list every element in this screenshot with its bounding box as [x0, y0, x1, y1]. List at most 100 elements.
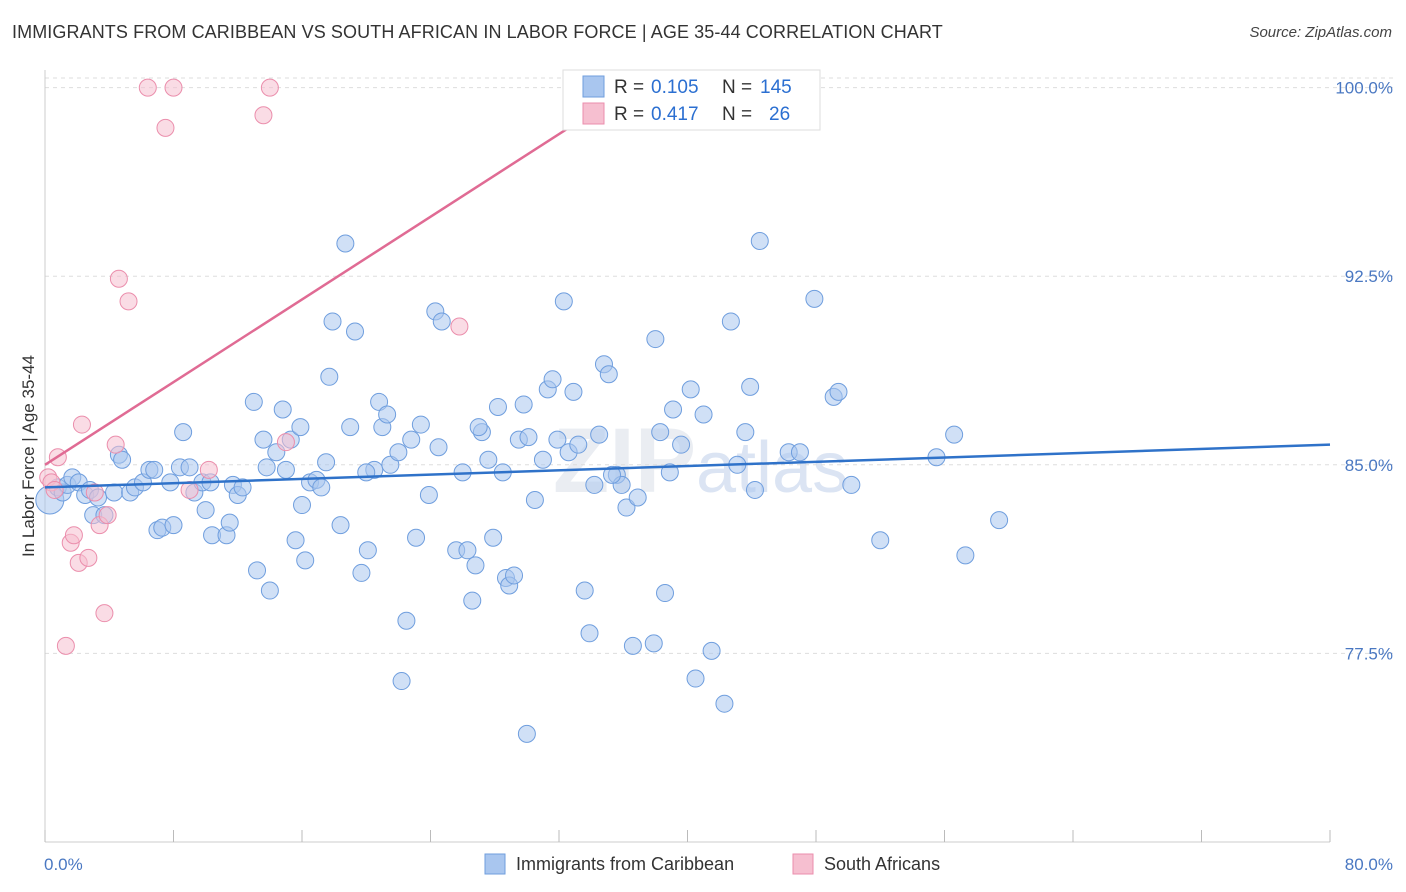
- south-african-point: [138, 78, 157, 97]
- legend-r-label-2: R =: [614, 104, 644, 125]
- caribbean-point: [590, 425, 609, 444]
- caribbean-point: [257, 458, 276, 477]
- caribbean-point: [164, 516, 183, 535]
- caribbean-point: [180, 458, 199, 477]
- caribbean-point: [646, 330, 665, 349]
- bottom-legend-swatch-south-african: [792, 853, 814, 875]
- chart-title: IMMIGRANTS FROM CARIBBEAN VS SOUTH AFRIC…: [12, 22, 943, 42]
- y-axis-label: In Labor Force | Age 35-44: [19, 355, 38, 557]
- legend-n-value-2: 26: [769, 104, 790, 125]
- south-african-point: [260, 78, 279, 97]
- caribbean-point: [233, 478, 252, 497]
- south-african-point: [109, 269, 128, 288]
- caribbean-point: [248, 561, 267, 580]
- south-african-point: [64, 526, 83, 545]
- caribbean-point: [488, 397, 507, 416]
- caribbean-point: [113, 450, 132, 469]
- caribbean-point: [790, 443, 809, 462]
- caribbean-point: [956, 546, 975, 565]
- caribbean-point: [580, 624, 599, 643]
- caribbean-point: [842, 475, 861, 494]
- caribbean-point: [429, 438, 448, 457]
- caribbean-point: [871, 531, 890, 550]
- caribbean-point: [651, 423, 670, 442]
- caribbean-point: [479, 450, 498, 469]
- legend-n-value-1: 145: [760, 77, 792, 98]
- caribbean-point: [644, 634, 663, 653]
- stats-legend-box: [562, 69, 821, 131]
- caribbean-point: [466, 556, 485, 575]
- legend-n-label-2: N =: [722, 104, 752, 125]
- south-african-point: [45, 480, 64, 499]
- caribbean-point: [254, 430, 273, 449]
- caribbean-point: [296, 551, 315, 570]
- watermark-zip: ZIP: [553, 410, 696, 512]
- south-african-point: [450, 317, 469, 336]
- caribbean-point: [291, 418, 310, 437]
- caribbean-point: [741, 377, 760, 396]
- grid-layer: [45, 77, 1395, 654]
- south-african-point: [119, 292, 138, 311]
- caribbean-point: [514, 395, 533, 414]
- y-tick-label: 92.5%: [1345, 267, 1393, 286]
- caribbean-point: [543, 370, 562, 389]
- caribbean-point: [145, 460, 164, 479]
- caribbean-point: [358, 541, 377, 560]
- south-african-point: [156, 118, 175, 137]
- caribbean-point: [352, 563, 371, 582]
- bottom-legend-label-south-african: South Africans: [824, 854, 940, 874]
- caribbean-point: [829, 382, 848, 401]
- caribbean-point: [402, 430, 421, 449]
- south-african-trend-line: [44, 86, 632, 466]
- watermark: ZIP atlas: [553, 410, 848, 512]
- series-legend: Immigrants from Caribbean South Africans: [484, 853, 940, 875]
- south-african-point: [276, 433, 295, 452]
- caribbean-point: [341, 418, 360, 437]
- y-tick-label: 85.0%: [1345, 456, 1393, 475]
- caribbean-point: [286, 531, 305, 550]
- caribbean-trend-line: [44, 443, 1331, 489]
- south-african-point: [56, 636, 75, 655]
- caribbean-point: [628, 488, 647, 507]
- south-african-point: [98, 506, 117, 525]
- caribbean-point: [702, 641, 721, 660]
- caribbean-point: [411, 415, 430, 434]
- south-african-point: [95, 604, 114, 623]
- source-credit: Source: ZipAtlas.com: [1249, 24, 1392, 41]
- bottom-legend-swatch-caribbean: [484, 853, 506, 875]
- south-african-point: [72, 415, 91, 434]
- watermark-atlas: atlas: [696, 428, 848, 508]
- caribbean-point: [533, 450, 552, 469]
- caribbean-point: [564, 382, 583, 401]
- caribbean-point: [681, 380, 700, 399]
- y-tick-labels: 77.5% 85.0% 92.5% 100.0%: [1335, 79, 1393, 664]
- caribbean-point: [805, 289, 824, 308]
- caribbean-point: [357, 463, 376, 482]
- legend-swatch-caribbean: [582, 75, 605, 98]
- caribbean-point: [990, 511, 1009, 530]
- caribbean-point: [174, 423, 193, 442]
- south-african-point: [199, 460, 218, 479]
- caribbean-point: [519, 428, 538, 447]
- caribbean-point: [694, 405, 713, 424]
- south-african-point: [254, 106, 273, 125]
- caribbean-point: [458, 541, 477, 560]
- legend-r-value-2: 0.417: [651, 104, 699, 125]
- legend-r-value-1: 0.105: [651, 77, 699, 98]
- caribbean-point: [320, 367, 339, 386]
- caribbean-point: [336, 234, 355, 253]
- caribbean-point: [569, 435, 588, 454]
- caribbean-point: [397, 611, 416, 630]
- caribbean-point: [484, 528, 503, 547]
- caribbean-point: [517, 724, 536, 743]
- caribbean-point: [525, 491, 544, 510]
- south-african-point: [85, 483, 104, 502]
- caribbean-point: [750, 231, 769, 250]
- caribbean-point: [656, 584, 675, 603]
- stats-legend: R = 0.105 N = 145 R = 0.417 N = 26: [562, 69, 821, 131]
- x-tick-label-min: 0.0%: [44, 855, 83, 874]
- caribbean-point: [721, 312, 740, 331]
- y-tick-label: 100.0%: [1335, 79, 1393, 98]
